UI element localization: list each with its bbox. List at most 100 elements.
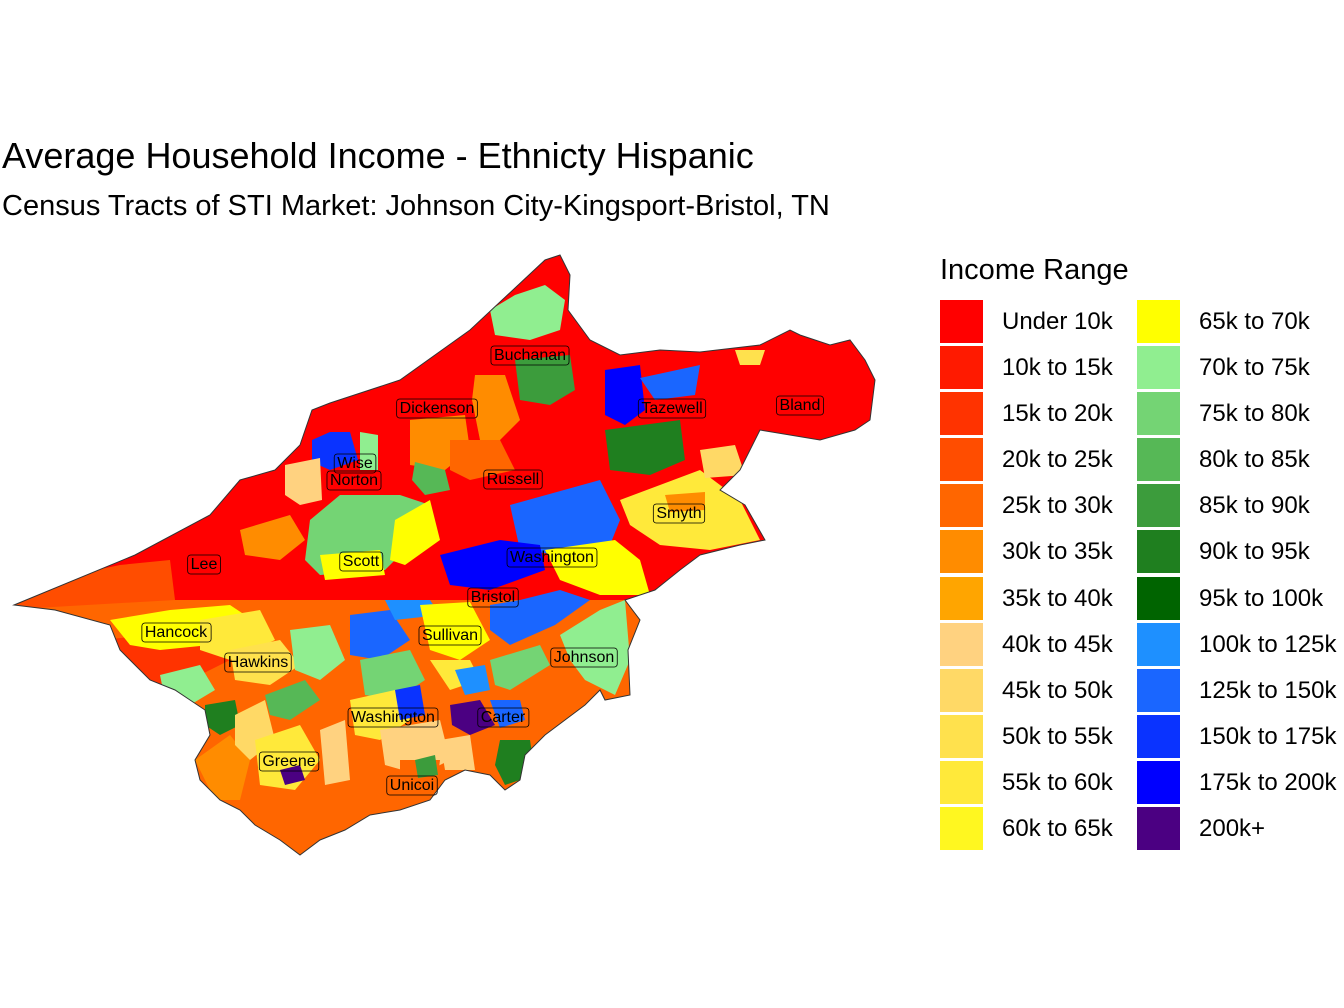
county-label: Smyth: [652, 503, 706, 524]
tract-lee-west: [14, 560, 175, 610]
county-label: Dickenson: [396, 398, 478, 419]
legend-label: 80k to 85k: [1199, 446, 1310, 474]
choropleth-map: Buchanan Dickenson Tazewell Bland WiseNorton…: [12, 254, 876, 856]
tract-tazewell-c: [605, 420, 685, 475]
county-label-box: [776, 395, 824, 416]
county-label-text: Unicoi: [390, 777, 434, 794]
county-label: Hancock: [141, 622, 212, 643]
tract-washington-va-b: [545, 540, 650, 595]
tract-russell-a: [510, 480, 620, 555]
legend-swatch: [1137, 714, 1180, 758]
tract-unicoi-b: [415, 755, 438, 778]
county-label-text: Bristol: [471, 589, 515, 606]
tract-greene-e: [320, 720, 350, 785]
county-label-text: Greene: [262, 753, 315, 770]
legend-label: 60k to 65k: [1002, 815, 1113, 843]
county-label-box: [477, 707, 530, 728]
legend-label: 90k to 95k: [1199, 538, 1310, 566]
map-subtitle: Census Tracts of STI Market: Johnson Cit…: [2, 190, 830, 222]
county-label-box: [224, 652, 292, 673]
legend-label: 70k to 75k: [1199, 354, 1310, 382]
county-label-box: [187, 554, 221, 575]
county-label-box: [258, 751, 320, 772]
tract-hawkins-e: [265, 680, 320, 720]
legend-label: 10k to 15k: [1002, 354, 1113, 382]
legend-label: 35k to 40k: [1002, 584, 1113, 612]
county-label-box: [490, 345, 570, 366]
legend-swatch: [940, 484, 983, 528]
tract-sullivan-c: [420, 602, 490, 660]
tract-lee-east: [240, 515, 305, 560]
legend-label: 50k to 55k: [1002, 722, 1113, 750]
tract-wise-d: [412, 462, 450, 495]
tract-greene-d: [280, 765, 305, 785]
county-label-box: [141, 622, 212, 643]
county-label-text: Tazewell: [641, 400, 702, 417]
tract-wise-b: [360, 432, 378, 470]
county-label-text: Hancock: [145, 624, 208, 641]
legend-label: 65k to 70k: [1199, 308, 1310, 335]
tract-hawkins-d: [205, 700, 240, 735]
legend-label: 30k to 35k: [1002, 538, 1113, 566]
county-label: Wise: [333, 453, 377, 474]
county-label-text: Sullivan: [422, 627, 478, 644]
legend-swatch: [1137, 576, 1180, 620]
map-title: Average Household Income - Ethnicty Hisp…: [2, 135, 754, 176]
county-label-box: [386, 775, 438, 796]
county-label-box: [652, 503, 706, 524]
county-label-text: Scott: [343, 553, 380, 570]
county-label-text: Lee: [191, 556, 218, 573]
county-label-box: [339, 551, 384, 572]
county-label: Johnson: [550, 647, 618, 668]
county-label-text: Carter: [481, 709, 526, 726]
county-label: Washington: [506, 547, 598, 568]
county-label-text: Hawkins: [228, 654, 288, 671]
legend-swatch: [940, 300, 983, 343]
legend-label: 150k to 175k: [1199, 722, 1337, 750]
legend-swatch: [940, 668, 983, 712]
county-label-box: [418, 625, 482, 646]
tract-buchanan-b: [515, 355, 575, 405]
legend-swatch: [1137, 300, 1180, 343]
legend-label: 95k to 100k: [1199, 584, 1324, 612]
legend-label: 20k to 25k: [1002, 446, 1113, 474]
tract-johnson-b: [490, 645, 550, 690]
legend-swatch: [1137, 668, 1180, 712]
legend-swatch: [940, 530, 983, 574]
legend-label: Under 10k: [1002, 308, 1113, 335]
legend-label: 25k to 30k: [1002, 492, 1113, 520]
tract-wise-a: [312, 432, 358, 470]
map-outline: [12, 254, 876, 856]
legend-swatch: [1137, 438, 1180, 482]
county-label-box: [333, 453, 377, 474]
county-label-text: Norton: [330, 472, 378, 489]
county-label: Bristol: [467, 587, 519, 608]
county-label-text: Russell: [487, 471, 539, 488]
legend-swatch: [1137, 346, 1180, 390]
tract-smyth-b: [665, 492, 705, 512]
legend-label: 85k to 90k: [1199, 492, 1310, 520]
county-label-text: Wise: [337, 455, 373, 472]
legend-label: 40k to 45k: [1002, 630, 1113, 658]
tract-greene-c: [255, 725, 320, 790]
legend-label: 175k to 200k: [1199, 768, 1337, 796]
tract-carter-a: [450, 700, 495, 735]
tract-hawkins-a: [230, 640, 300, 685]
legend-swatch: [1137, 807, 1180, 851]
legend-label: 200k+: [1199, 815, 1266, 843]
tract-carter-c: [490, 700, 525, 728]
tract-buchanan-a: [490, 285, 565, 340]
county-label: Hawkins: [224, 652, 292, 673]
county-label: Carter: [477, 707, 530, 728]
legend-swatch: [1137, 392, 1180, 436]
county-label-text: Smyth: [656, 505, 701, 522]
tract-wise-c: [285, 458, 322, 505]
legend-swatch: [940, 714, 983, 758]
county-label: Greene: [258, 751, 320, 772]
legend-swatch: [940, 576, 983, 620]
legend-swatch: [940, 392, 983, 436]
tract-scott-c: [320, 550, 385, 580]
legend-label: 45k to 50k: [1002, 676, 1113, 704]
legend-swatch: [940, 807, 983, 851]
county-label-box: [347, 707, 439, 728]
